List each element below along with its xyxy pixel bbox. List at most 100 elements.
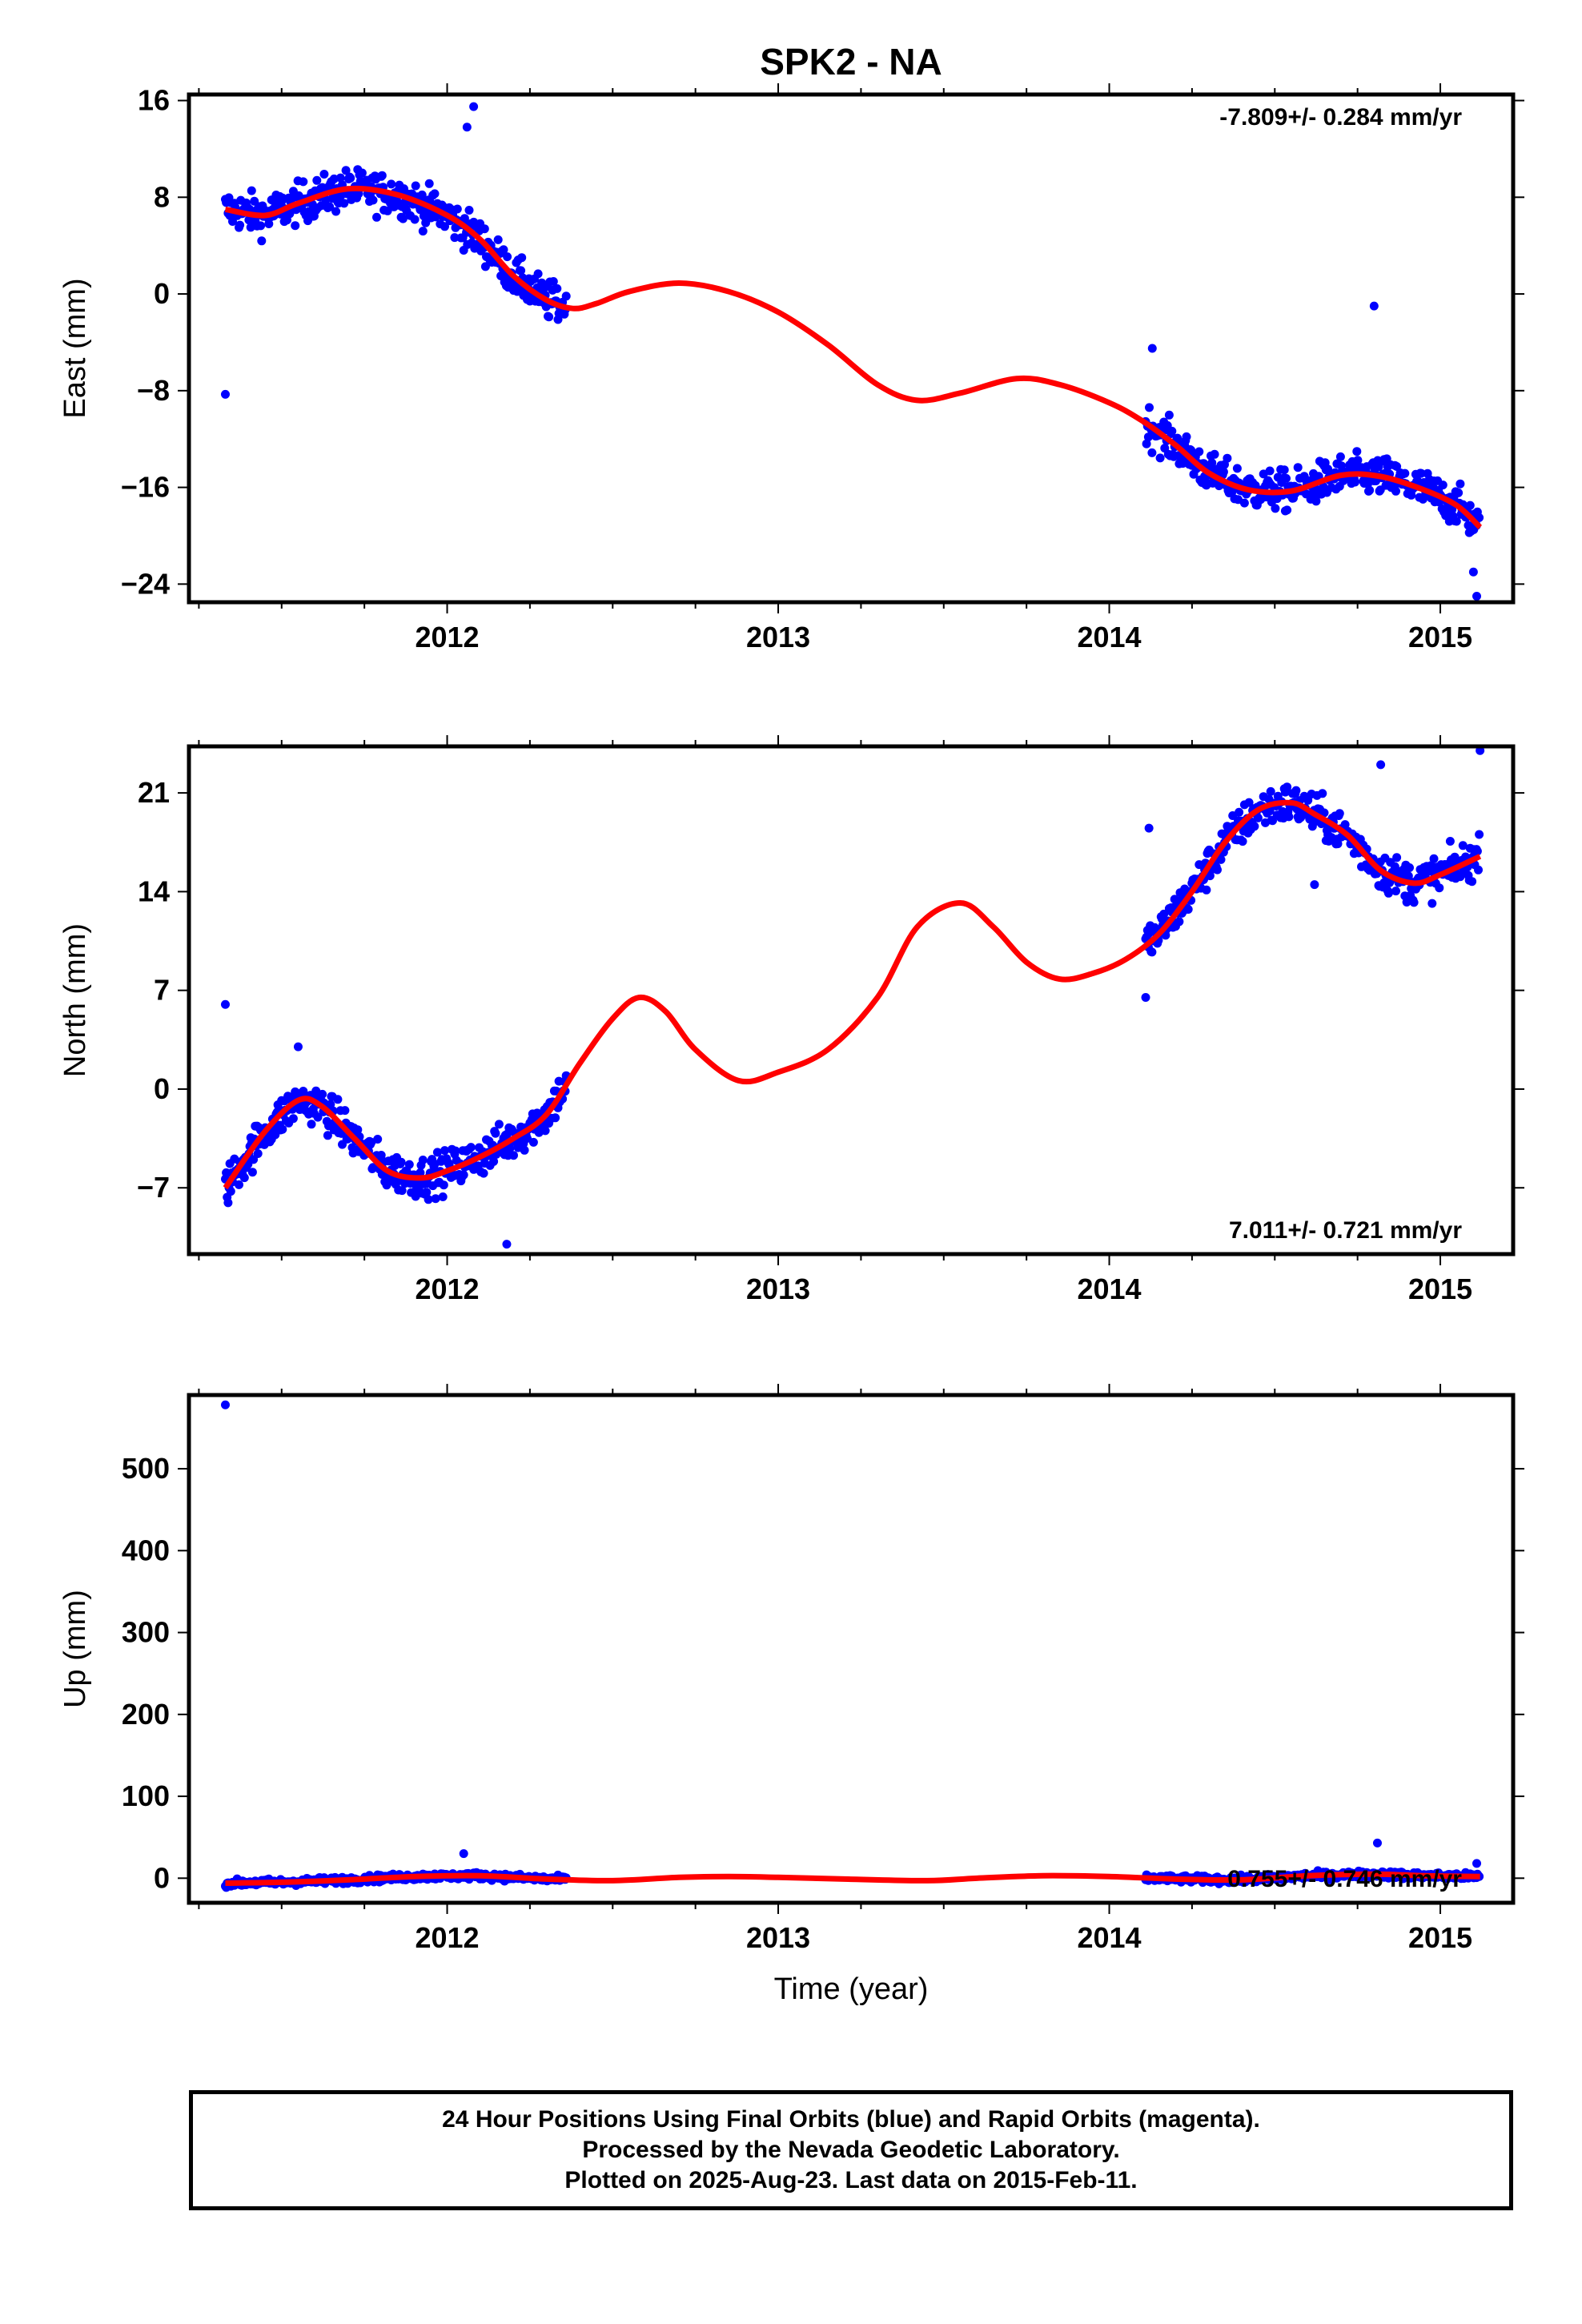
data-layer	[220, 746, 1485, 1249]
data-point	[548, 277, 558, 286]
data-point	[1475, 513, 1484, 522]
data-point	[416, 1168, 425, 1177]
data-point	[1155, 453, 1165, 463]
data-point	[1251, 480, 1260, 490]
data-point	[1353, 456, 1363, 465]
data-point	[431, 1194, 440, 1204]
data-point	[1391, 486, 1400, 496]
data-point	[1213, 865, 1222, 875]
data-point	[1465, 501, 1475, 510]
data-point	[1323, 464, 1333, 474]
north-panel: 2012 2013 2014 2015 21 14 7 0 −7 North (mm) 7.011+…	[58, 735, 1524, 1305]
data-point	[1167, 426, 1177, 436]
plot-frame	[187, 744, 1516, 1256]
data-point	[1391, 887, 1400, 896]
y-tick-label: −7	[137, 1171, 170, 1204]
data-point	[346, 173, 355, 183]
data-point	[257, 236, 267, 246]
data-point	[323, 1131, 332, 1140]
y-tick-label: 500	[122, 1452, 170, 1485]
data-point	[318, 1089, 327, 1099]
data-point	[387, 179, 396, 189]
data-point	[1250, 822, 1259, 831]
velocity-label: -7.809+/- 0.284 mm/yr	[1219, 104, 1462, 131]
data-point	[1340, 820, 1350, 830]
y-tick-label: 300	[122, 1616, 170, 1649]
outlier-point	[1144, 823, 1154, 833]
data-point	[1147, 448, 1157, 457]
data-point	[1219, 467, 1228, 476]
data-point	[1265, 466, 1275, 476]
data-point	[1210, 449, 1219, 459]
outlier-point	[469, 102, 479, 111]
data-point	[1216, 854, 1226, 864]
data-point	[432, 1148, 442, 1157]
outlier-point	[1141, 992, 1150, 1002]
data-point	[1164, 410, 1174, 420]
data-point	[480, 262, 490, 271]
figure-title: SPK2 - NA	[760, 41, 942, 82]
data-point	[368, 195, 378, 205]
data-point	[489, 1156, 499, 1166]
model-curve	[223, 799, 1482, 1190]
data-point	[1458, 841, 1468, 850]
outlier-point	[220, 999, 230, 1009]
data-point	[440, 1146, 449, 1156]
data-point	[331, 207, 341, 216]
data-point	[466, 1143, 476, 1152]
y-tick-label: −24	[121, 567, 170, 600]
data-point	[464, 206, 474, 215]
data-point	[479, 1168, 488, 1178]
data-point	[264, 219, 274, 228]
data-point	[1456, 479, 1465, 489]
data-point	[1293, 463, 1303, 472]
footer-line-2: Processed by the Nevada Geodetic Laborat…	[582, 2137, 1120, 2163]
footer-caption-box: 24 Hour Positions Using Final Orbits (bl…	[189, 2090, 1513, 2210]
data-point	[552, 283, 562, 293]
footer-line-3: Plotted on 2025-Aug-23. Last data on 201…	[564, 2167, 1138, 2193]
data-point	[291, 221, 300, 231]
data-point	[503, 252, 512, 262]
outlier-point	[220, 1400, 230, 1409]
data-point	[1318, 789, 1327, 798]
data-point	[1253, 813, 1263, 822]
data-point	[418, 1156, 428, 1164]
data-point	[540, 1126, 550, 1136]
outlier-point	[462, 123, 472, 132]
data-point	[1271, 504, 1280, 513]
data-layer	[220, 1400, 1484, 1892]
data-point	[1174, 917, 1184, 927]
data-point	[1447, 505, 1457, 514]
data-point	[1435, 883, 1444, 893]
data-point	[1235, 807, 1244, 817]
data-point	[1405, 863, 1414, 872]
data-point	[1429, 854, 1439, 863]
x-tick-label: 2015	[1408, 1273, 1472, 1305]
outlier-point	[1372, 1838, 1382, 1848]
data-point	[491, 1128, 500, 1138]
y-tick-label: 7	[154, 974, 170, 1007]
data-point	[1238, 837, 1247, 846]
data-point	[226, 1187, 235, 1196]
data-point	[1333, 839, 1343, 849]
outlier-point	[1468, 567, 1478, 577]
data-point	[1182, 432, 1191, 441]
footer-line-1: 24 Hour Positions Using Final Orbits (bl…	[442, 2106, 1260, 2133]
y-tick-label: 0	[154, 277, 170, 310]
data-point	[319, 170, 329, 179]
data-point	[424, 1195, 433, 1204]
model-curve	[225, 1871, 1480, 1886]
data-point	[398, 214, 408, 223]
data-point	[544, 312, 554, 322]
data-point	[377, 171, 387, 180]
data-point	[1383, 888, 1393, 898]
data-point	[1475, 830, 1484, 839]
outlier-point	[293, 1042, 303, 1051]
data-point	[1239, 498, 1249, 508]
data-point	[341, 166, 351, 175]
data-point	[1400, 468, 1410, 478]
data-point	[1223, 453, 1232, 463]
y-tick-label: 21	[138, 776, 170, 809]
data-point	[1409, 898, 1419, 907]
